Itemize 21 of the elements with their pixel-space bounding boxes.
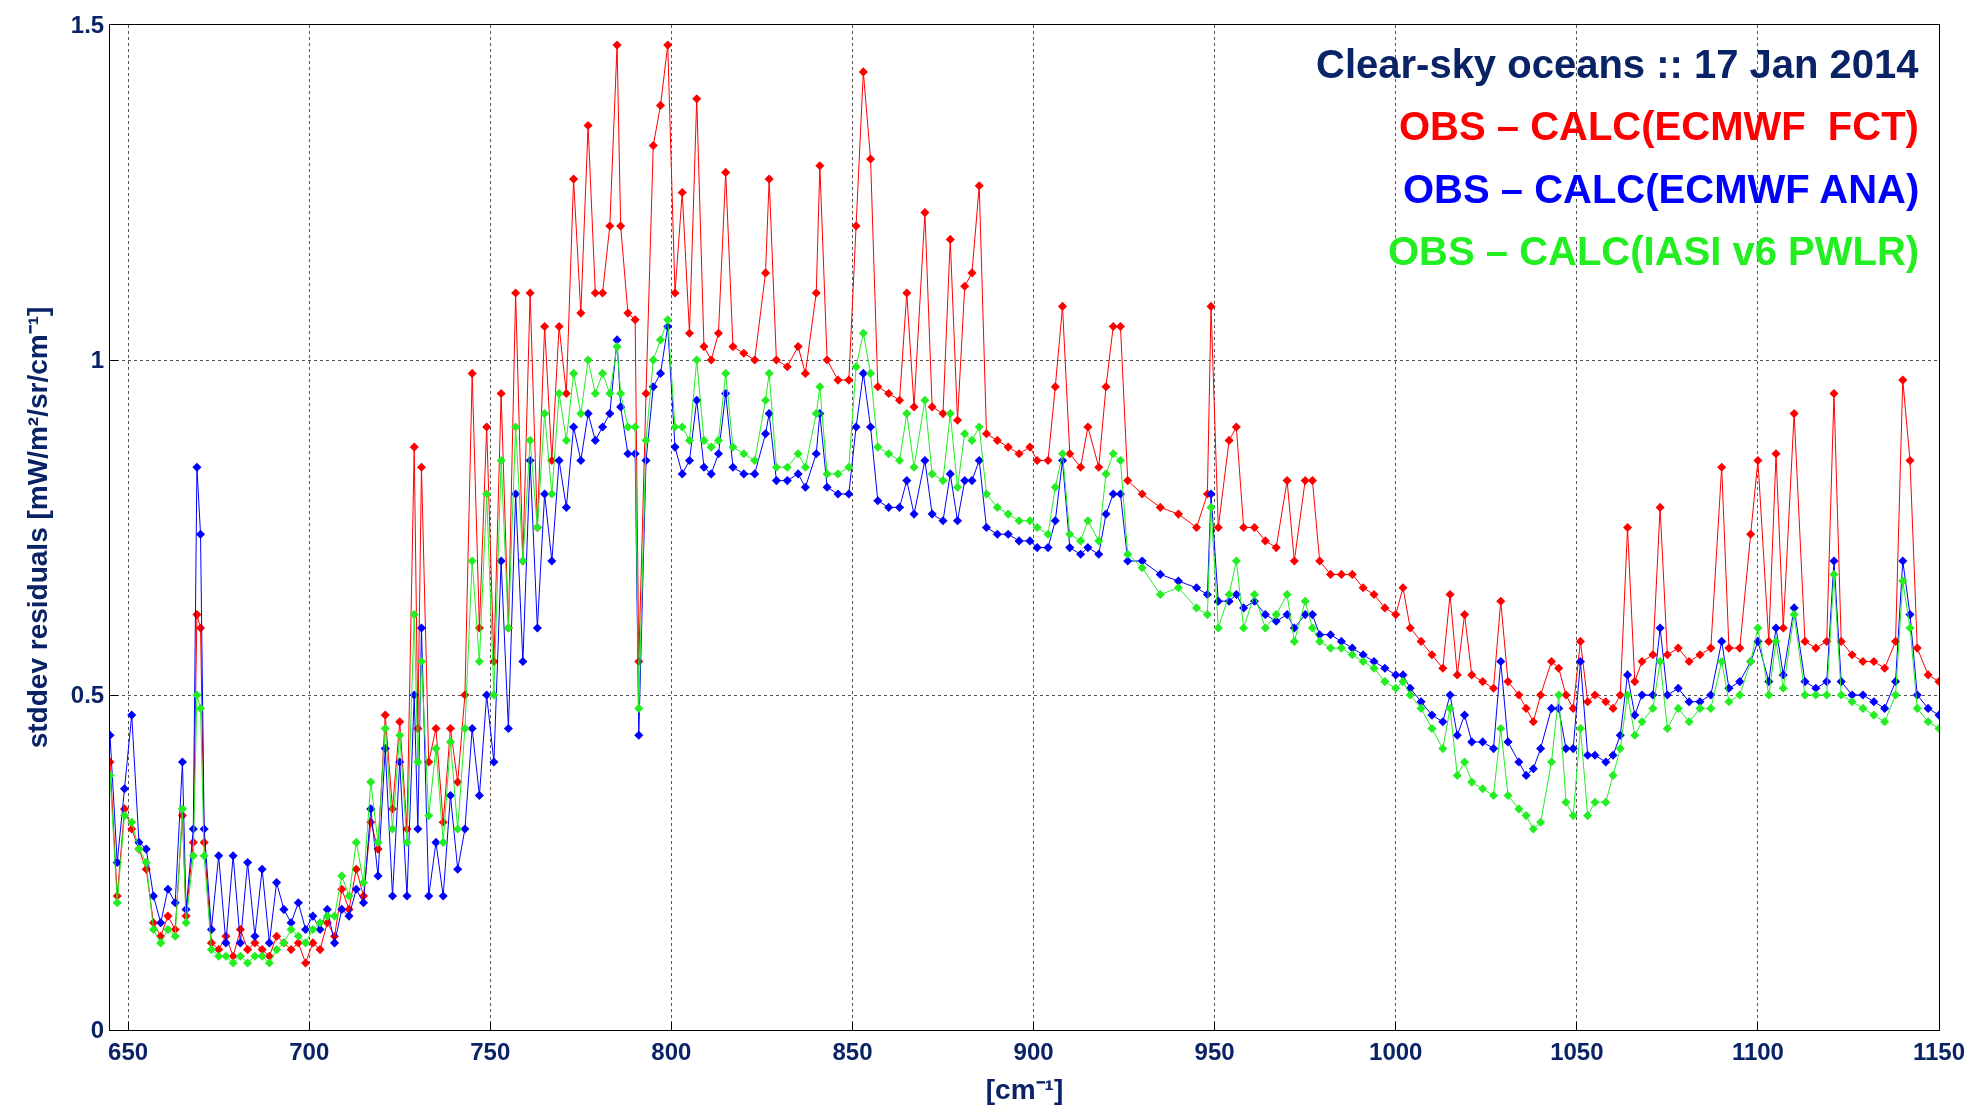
x-tick-label: 1050: [1550, 1037, 1604, 1065]
x-tick-label: 650: [108, 1037, 149, 1065]
x-tick-label: 1100: [1731, 1037, 1784, 1065]
y-tick-label: 0.5: [70, 681, 105, 709]
x-tick-label: 1000: [1369, 1037, 1423, 1065]
text: OBS – CALC(ECMWF ANA): [1403, 167, 1920, 211]
x-tick-label: 700: [289, 1037, 330, 1065]
x-tick-label: 1150: [1912, 1037, 1966, 1065]
y-axis-title: stddev residuals [mW/m²/sr/cm⁻¹]: [21, 306, 53, 749]
y-tick-label: 0: [90, 1016, 105, 1044]
text: OBS – CALC(IASI v6 PWLR): [1388, 229, 1920, 273]
x-tick-label: 750: [470, 1037, 511, 1065]
x-tick-label: 900: [1013, 1037, 1054, 1065]
x-tick-label: 950: [1194, 1037, 1235, 1065]
text: OBS – CALC(ECMWF FCT): [1399, 104, 1919, 148]
x-tick-label: 800: [651, 1037, 692, 1065]
chart-title: Clear-sky oceans :: 17 Jan 2014: [1316, 42, 1920, 86]
y-tick-label: 1.5: [70, 11, 105, 39]
y-tick-label: 1: [90, 346, 105, 374]
x-tick-label: 850: [832, 1037, 873, 1065]
x-axis-title: [cm⁻¹]: [985, 1073, 1064, 1105]
